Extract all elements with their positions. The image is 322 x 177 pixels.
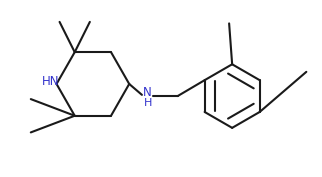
Text: N: N <box>143 86 152 99</box>
Text: H: H <box>144 98 152 108</box>
Text: HN: HN <box>42 75 60 88</box>
